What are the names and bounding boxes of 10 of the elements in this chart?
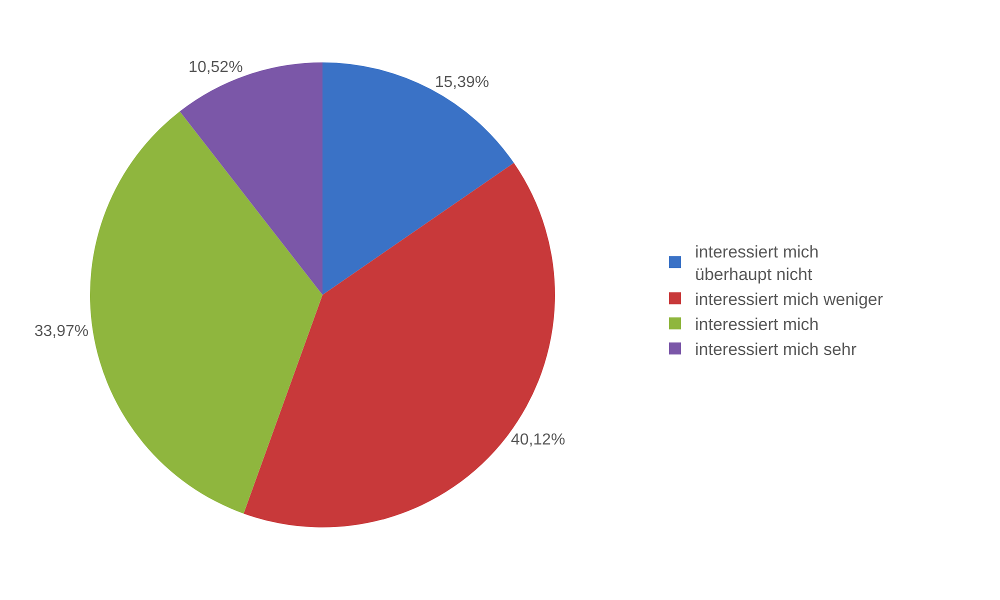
data-label: 40,12% [510,431,566,448]
pie-slice [90,111,322,514]
legend-label: interessiert mich weniger [695,290,884,309]
data-label: 33,97% [34,323,89,340]
data-label: 15,39% [434,74,490,91]
pie-slice [322,62,514,295]
data-label: 10,52% [188,58,243,76]
pie-slice [180,62,322,295]
legend-label: interessiert mich [695,314,819,334]
legend-label: interessiert mich sehr [695,340,857,360]
